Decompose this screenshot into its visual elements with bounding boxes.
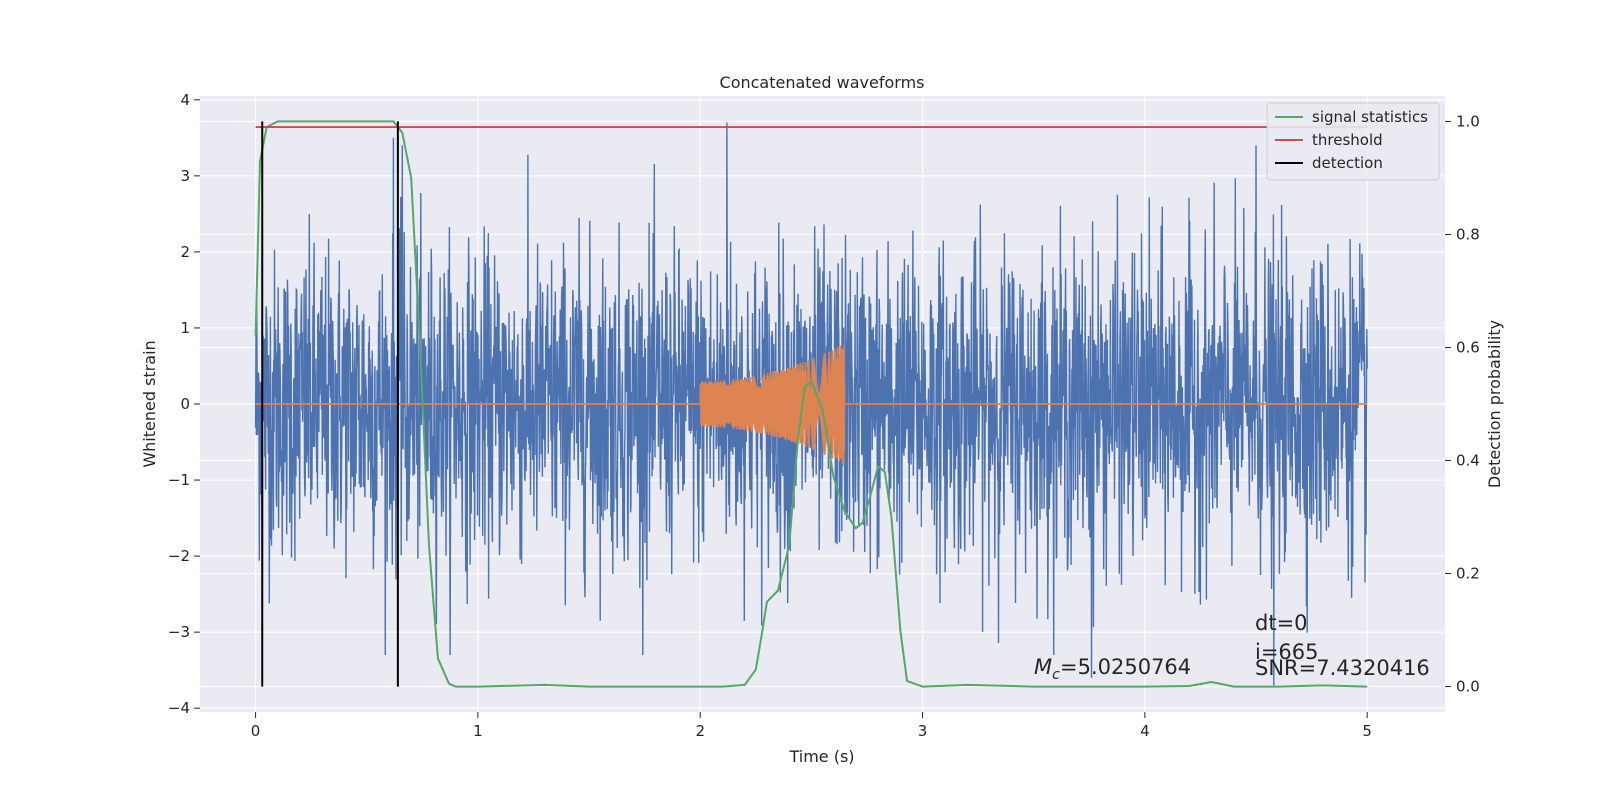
x-tick-label: 5 xyxy=(1362,722,1372,740)
y-left-tick-label: −1 xyxy=(168,471,190,489)
legend-label: signal statistics xyxy=(1312,108,1428,126)
y-axis-left: 4 3 2 1 0 −1 −2 −3 −4 xyxy=(168,91,200,717)
y-right-tick-label: 0.8 xyxy=(1456,225,1480,243)
y-left-tick-label: 2 xyxy=(180,243,190,261)
data-traces xyxy=(254,120,1368,688)
y-right-tick-label: 0.0 xyxy=(1456,678,1480,696)
annotation-chirp-mass: Mc =5.0250764 xyxy=(1034,655,1191,683)
y-left-tick-label: −3 xyxy=(168,623,190,641)
x-tick-label: 3 xyxy=(918,722,928,740)
chart-title: Concatenated waveforms xyxy=(720,73,925,92)
y-right-tick-label: 1.0 xyxy=(1456,112,1480,130)
y-axis-right-label: Detection probability xyxy=(1485,320,1504,488)
y-left-tick-label: −4 xyxy=(168,699,190,717)
template-chirp xyxy=(699,345,846,464)
x-tick-label: 0 xyxy=(251,722,261,740)
x-axis-label: Time (s) xyxy=(788,747,854,766)
x-tick-label: 4 xyxy=(1140,722,1150,740)
y-axis-right: 1.0 0.8 0.6 0.4 0.2 0.0 xyxy=(1445,112,1480,696)
y-left-tick-label: 3 xyxy=(180,167,190,185)
legend-box xyxy=(1266,102,1440,181)
y-left-tick-label: 4 xyxy=(180,91,190,109)
annotation-mc-value: =5.0250764 xyxy=(1060,655,1191,679)
y-axis-left-label: Whitened strain xyxy=(140,340,159,467)
legend: signal statistics threshold detection xyxy=(1266,102,1440,181)
x-axis: 0 1 2 3 4 5 xyxy=(251,712,1372,740)
y-right-tick-label: 0.4 xyxy=(1456,452,1480,470)
legend-label: threshold xyxy=(1312,131,1383,149)
y-left-tick-label: 0 xyxy=(180,395,190,413)
y-right-tick-label: 0.6 xyxy=(1456,338,1480,356)
y-left-tick-label: −2 xyxy=(168,547,190,565)
legend-label: detection xyxy=(1312,154,1383,172)
y-left-tick-label: 1 xyxy=(180,319,190,337)
x-tick-label: 2 xyxy=(695,722,705,740)
annotation-dt: dt=0 xyxy=(1255,611,1308,635)
y-right-tick-label: 0.2 xyxy=(1456,565,1480,583)
annotation-index: i=665 xyxy=(1255,640,1319,664)
signal-statistics-line xyxy=(254,120,1368,688)
annotation-snr: SNR=7.4320416 xyxy=(1255,656,1430,680)
x-tick-label: 1 xyxy=(473,722,483,740)
